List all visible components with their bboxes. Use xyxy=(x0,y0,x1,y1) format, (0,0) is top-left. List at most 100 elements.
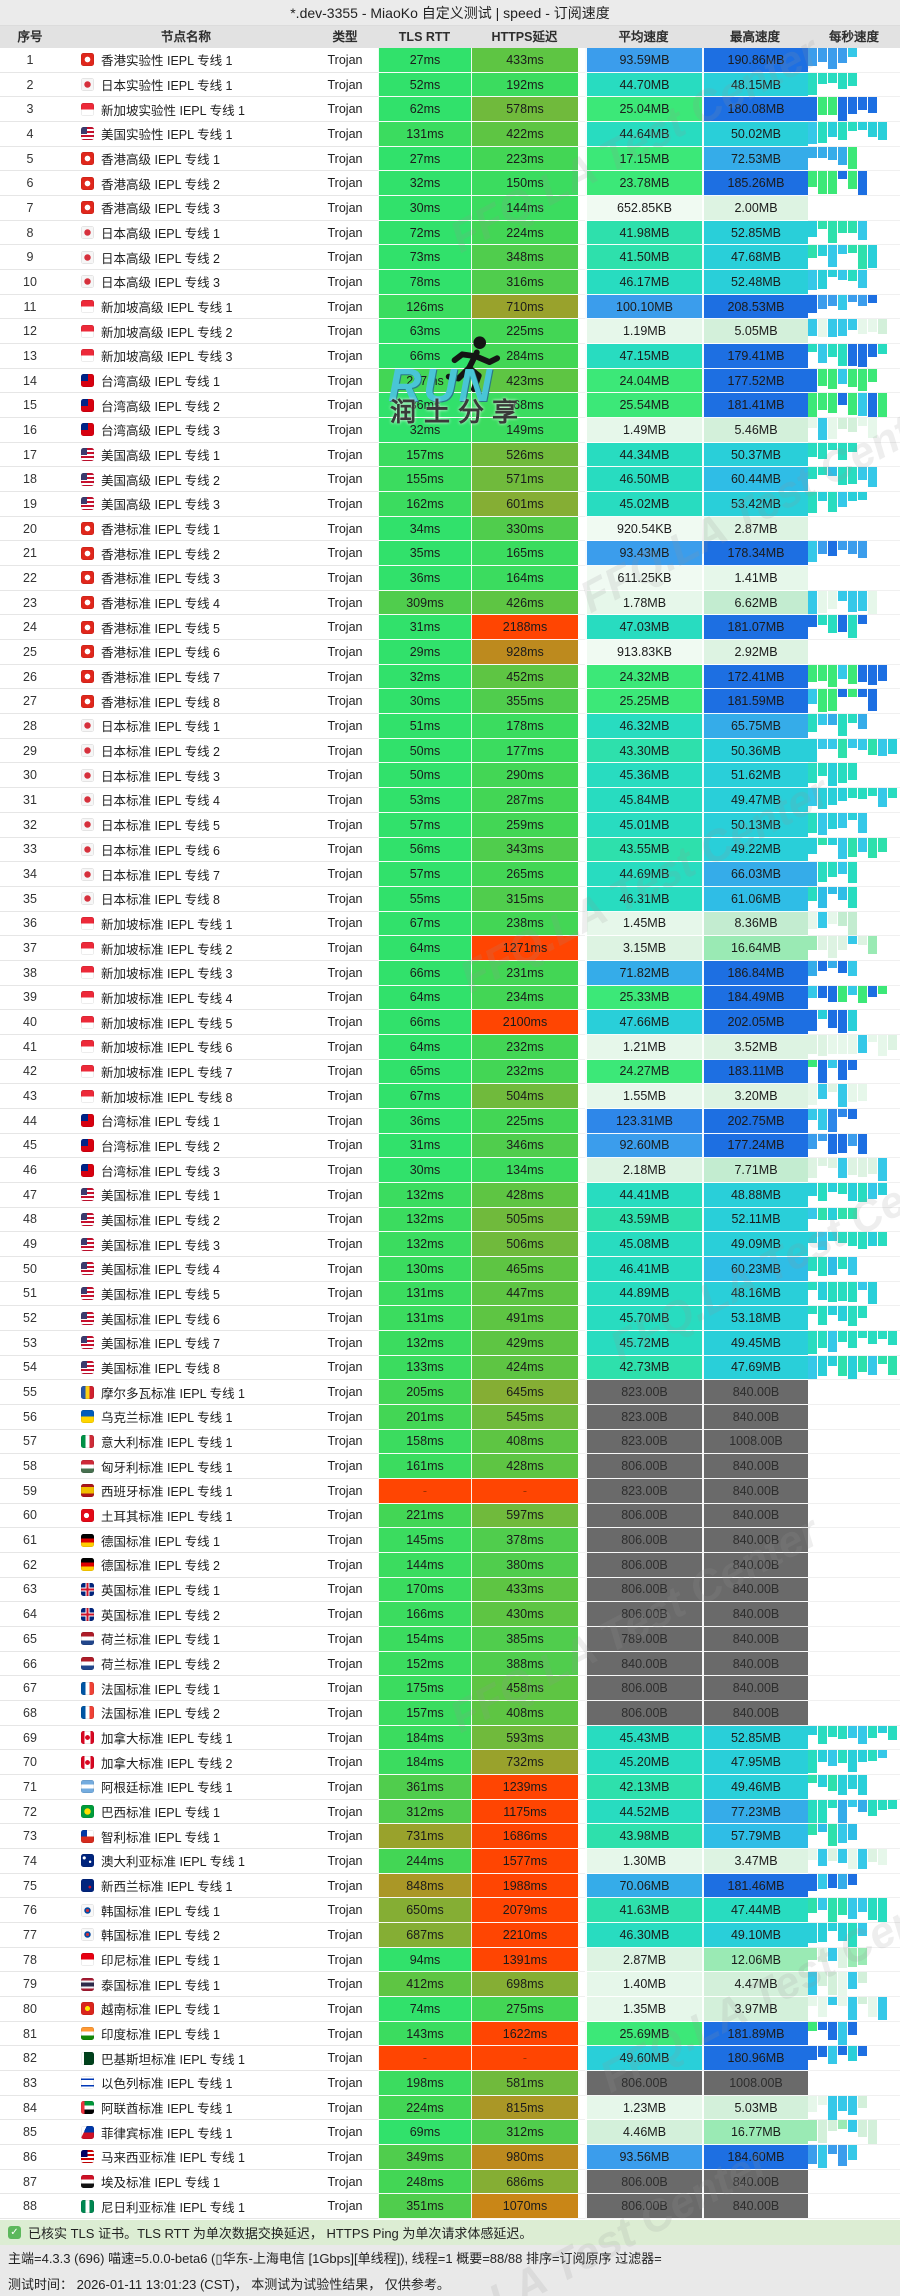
spark-bar xyxy=(828,1207,837,1220)
tls-rtt-cell: 65ms xyxy=(378,1059,471,1085)
node-name: 香港标准 IEPL 专线 3 xyxy=(101,572,221,587)
node-name-cell: 日本标准 IEPL 专线 6 xyxy=(60,838,312,863)
avg-speed-cell: 806.00B xyxy=(585,1676,702,1702)
spark-bar xyxy=(808,689,817,704)
spark-bar xyxy=(838,368,847,385)
spark-bar xyxy=(808,862,817,887)
column-gap xyxy=(578,1948,585,1973)
spark-bar xyxy=(828,2120,837,2132)
per-second-sparkline xyxy=(808,72,900,98)
spark-bar xyxy=(828,442,837,450)
spark-bar xyxy=(868,664,877,686)
spark-bar xyxy=(808,1133,817,1150)
per-second-sparkline xyxy=(808,2120,900,2146)
footer-note-tls: ✓ 已核实 TLS 证书。TLS RTT 为单次数据交换延迟， HTTPS Pi… xyxy=(0,2220,900,2246)
max-speed-cell: 50.37MB xyxy=(702,442,808,468)
spark-bar xyxy=(828,294,837,306)
avg-speed-cell: 47.03MB xyxy=(585,615,702,641)
node-name-cell: 新加坡标准 IEPL 专线 3 xyxy=(60,961,312,986)
spark-bar xyxy=(848,1972,857,1989)
per-second-sparkline xyxy=(808,1528,900,1553)
column-gap xyxy=(578,1750,585,1776)
max-speed-cell: 47.95MB xyxy=(702,1750,808,1776)
avg-speed-cell: 25.25MB xyxy=(585,689,702,715)
https-latency-cell: 343ms xyxy=(471,837,578,863)
table-row: 56 乌克兰标准 IEPL 专线 1 Trojan 201ms 545ms 823.00B… xyxy=(0,1404,900,1430)
node-name-cell: 新加坡实验性 IEPL 专线 1 xyxy=(60,97,312,123)
table-row: 40 新加坡标准 IEPL 专线 5 Trojan 66ms 2100ms 47.66MB… xyxy=(0,1010,900,1035)
node-name-cell: 日本标准 IEPL 专线 1 xyxy=(60,714,312,739)
spark-bar xyxy=(838,1849,847,1863)
node-name: 美国标准 IEPL 专线 7 xyxy=(101,1337,221,1352)
node-type-cell: Trojan xyxy=(312,788,378,813)
avg-speed-cell: 41.50MB xyxy=(585,245,702,271)
column-gap xyxy=(578,640,585,665)
spark-bar xyxy=(858,1281,867,1291)
row-index-cell: 43 xyxy=(0,1084,60,1109)
spark-bar xyxy=(808,122,817,145)
flag-icon-jp xyxy=(81,818,94,832)
column-gap xyxy=(578,541,585,567)
https-latency-cell: 645ms xyxy=(471,1380,578,1405)
avg-speed-cell: 45.72MB xyxy=(585,1330,702,1356)
flag-icon-hk xyxy=(81,670,94,684)
max-speed-cell: 52.85MB xyxy=(702,220,808,246)
check-icon: ✓ xyxy=(8,2226,21,2240)
tls-rtt-cell: 687ms xyxy=(378,1923,471,1948)
spark-bar xyxy=(818,886,827,909)
per-second-sparkline xyxy=(808,270,900,295)
flag-icon-sg xyxy=(81,1089,94,1103)
per-second-sparkline xyxy=(808,1651,900,1677)
https-latency-cell: 424ms xyxy=(471,1355,578,1381)
table-row: 28 日本标准 IEPL 专线 1 Trojan 51ms 178ms 46.32MB 65… xyxy=(0,714,900,739)
spark-bar xyxy=(818,2046,827,2058)
spark-bar xyxy=(848,1799,857,1808)
spark-bar xyxy=(848,1010,857,1031)
tls-rtt-cell: 198ms xyxy=(378,2071,471,2096)
row-index-cell: 56 xyxy=(0,1405,60,1430)
per-second-sparkline xyxy=(808,294,900,320)
per-second-sparkline xyxy=(808,368,900,394)
flag-icon-jp xyxy=(81,892,94,906)
spark-bar xyxy=(818,985,827,999)
spark-bar xyxy=(878,664,887,681)
column-gap xyxy=(578,1158,585,1183)
spark-bar xyxy=(828,1873,837,1888)
table-row: 9 日本高级 IEPL 专线 2 Trojan 73ms 348ms 41.50MB 47.… xyxy=(0,245,900,271)
tls-rtt-cell: 69ms xyxy=(378,2120,471,2146)
spark-bar xyxy=(808,837,817,854)
spark-bar xyxy=(878,319,887,334)
spark-bar xyxy=(808,2120,817,2142)
flag-icon-tw xyxy=(81,398,94,412)
tls-rtt-cell: 162ms xyxy=(378,492,471,517)
spark-bar xyxy=(808,1306,817,1314)
flag-icon-jp xyxy=(81,226,94,240)
spark-bar xyxy=(808,936,817,950)
row-index-cell: 22 xyxy=(0,566,60,591)
spark-bar xyxy=(808,541,817,562)
https-latency-cell: 223ms xyxy=(471,146,578,172)
spark-bar xyxy=(818,1207,827,1221)
table-row: 87 埃及标准 IEPL 专线 1 Trojan 248ms 686ms 806.00B 8… xyxy=(0,2169,900,2195)
node-name: 荷兰标准 IEPL 专线 2 xyxy=(101,1658,221,1672)
spark-bar xyxy=(858,1330,867,1338)
spark-bar xyxy=(808,615,817,628)
node-type-cell: Trojan xyxy=(312,862,378,887)
spark-bar xyxy=(818,1849,827,1866)
table-row: 20 香港标准 IEPL 专线 1 Trojan 34ms 330ms 920.54KB 2… xyxy=(0,516,900,542)
column-gap xyxy=(578,986,585,1011)
spark-bar xyxy=(838,911,847,926)
node-name: 乌克兰标准 IEPL 专线 1 xyxy=(101,1411,233,1426)
flag-icon-sg xyxy=(81,1064,94,1078)
flag-icon-es xyxy=(81,1484,94,1498)
table-row: 14 台湾高级 IEPL 专线 1 Trojan 267ms 423ms 24.04MB 1… xyxy=(0,368,900,394)
spark-bar xyxy=(848,245,857,254)
spark-bar xyxy=(808,1355,817,1379)
node-type-cell: Trojan xyxy=(312,1824,378,1850)
row-index-cell: 53 xyxy=(0,1331,60,1356)
row-index-cell: 23 xyxy=(0,591,60,616)
spark-bar xyxy=(838,319,847,336)
spark-bar xyxy=(818,664,827,682)
tls-rtt-cell: - xyxy=(378,2046,471,2072)
row-index-cell: 86 xyxy=(0,2145,60,2170)
